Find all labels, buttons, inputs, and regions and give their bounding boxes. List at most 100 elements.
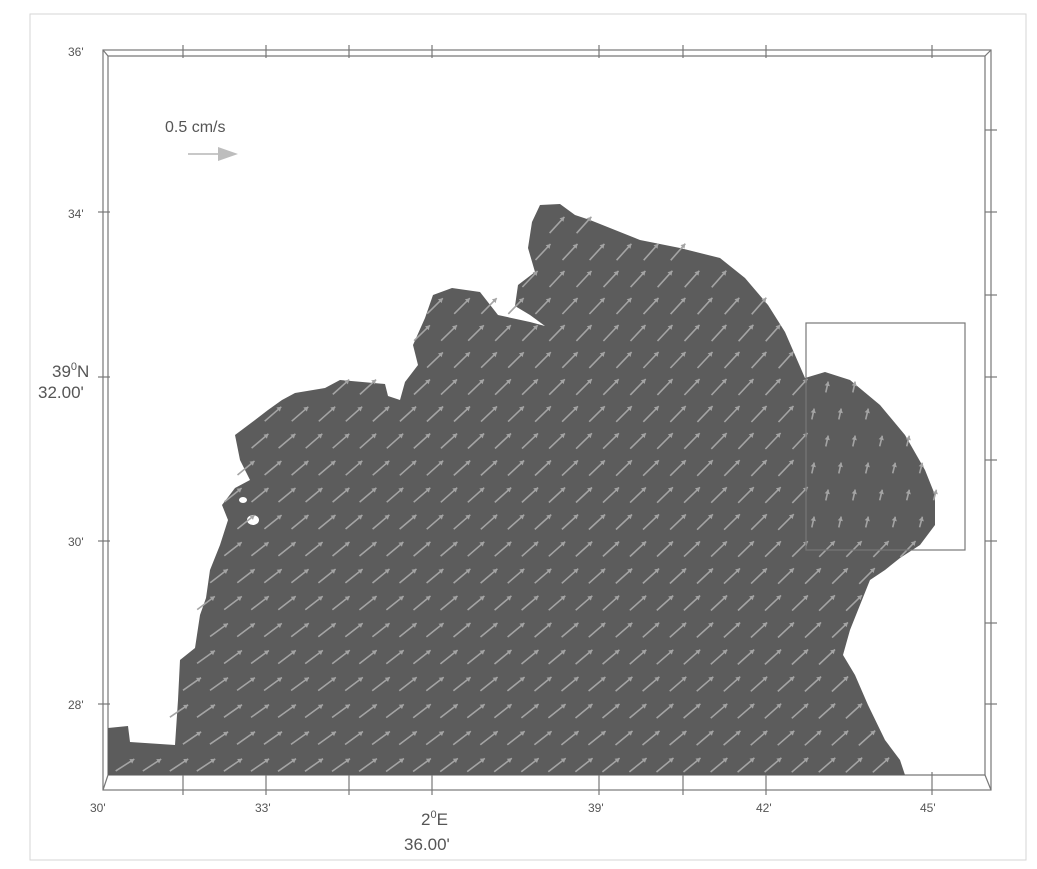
current-arrowhead <box>653 406 659 412</box>
current-arrowhead <box>857 595 862 601</box>
current-arrowhead <box>653 352 659 357</box>
current-arrowhead <box>425 325 430 331</box>
current-arrowhead <box>707 352 713 357</box>
current-arrowhead <box>492 677 498 682</box>
current-arrowhead <box>479 596 485 601</box>
current-arrowhead <box>843 676 849 682</box>
current-arrowhead <box>330 406 336 412</box>
current-arrowhead <box>438 406 444 412</box>
current-arrowhead <box>573 568 579 574</box>
current-arrowhead <box>627 460 632 466</box>
current-arrowhead <box>546 677 552 682</box>
current-arrowhead <box>776 703 782 709</box>
current-arrowhead <box>559 325 565 330</box>
current-arrowhead <box>627 676 633 682</box>
current-arrowhead <box>249 623 255 629</box>
current-arrowhead <box>640 433 646 439</box>
current-arrowhead <box>810 462 816 468</box>
current-arrowhead <box>586 325 592 330</box>
current-arrowhead <box>641 649 647 655</box>
current-arrowhead <box>681 622 687 628</box>
current-arrowhead <box>438 352 443 358</box>
scale-label: 0.5 cm/s <box>165 119 225 136</box>
current-arrowhead <box>437 298 443 304</box>
current-arrowhead <box>532 325 538 331</box>
current-arrowhead <box>438 623 444 628</box>
current-arrowhead <box>357 515 363 520</box>
current-arrowhead <box>344 433 350 439</box>
current-arrowhead <box>708 676 714 682</box>
current-arrowhead <box>707 460 713 466</box>
current-arrowhead <box>761 297 767 303</box>
current-arrowhead <box>842 568 848 574</box>
current-arrowhead <box>789 730 795 736</box>
current-arrowhead <box>330 569 336 574</box>
current-arrowhead <box>479 541 485 547</box>
current-arrowhead <box>357 623 363 628</box>
current-arrowhead <box>884 757 890 763</box>
current-arrowhead <box>829 541 835 547</box>
current-arrowhead <box>303 460 309 466</box>
current-arrowhead <box>864 462 870 468</box>
current-arrowhead <box>290 433 296 439</box>
current-arrowhead <box>465 623 471 628</box>
current-arrowhead <box>668 541 673 547</box>
current-arrowhead <box>276 515 282 520</box>
current-arrowhead <box>864 408 870 414</box>
current-arrowhead <box>878 489 884 495</box>
lon-tick-label: 30' <box>90 801 106 815</box>
current-arrowhead <box>653 297 659 303</box>
current-arrowhead <box>560 433 565 439</box>
current-arrowhead <box>479 758 485 764</box>
current-arrowhead <box>695 649 701 655</box>
current-arrowhead <box>653 243 659 249</box>
current-arrowhead <box>748 487 754 493</box>
current-arrowhead <box>384 731 390 737</box>
current-arrowhead <box>695 595 701 601</box>
current-arrowhead <box>735 622 741 628</box>
current-arrowhead <box>788 351 794 357</box>
current-arrowhead <box>830 649 835 655</box>
current-arrowhead <box>613 379 619 385</box>
current-arrowhead <box>748 433 754 438</box>
current-arrowhead <box>775 433 781 438</box>
lat-main-minutes: 32.00' <box>38 383 84 402</box>
current-arrowhead <box>371 433 377 439</box>
current-arrowhead <box>667 325 673 330</box>
current-arrowhead <box>599 406 605 412</box>
current-arrowhead <box>263 542 269 547</box>
lon-main-minutes: 36.00' <box>404 835 450 854</box>
current-arrowhead <box>452 704 458 709</box>
current-arrowhead <box>465 677 471 682</box>
current-arrowhead <box>614 758 620 763</box>
current-arrowhead <box>627 568 633 574</box>
current-arrowhead <box>344 379 350 385</box>
current-arrowhead <box>641 487 646 493</box>
current-arrowhead <box>614 704 620 709</box>
current-arrowhead <box>707 406 713 411</box>
current-arrowhead <box>546 568 552 574</box>
current-arrowhead <box>614 487 619 493</box>
current-arrowhead <box>263 596 269 601</box>
current-arrowhead <box>303 623 309 628</box>
current-arrowhead <box>330 623 336 628</box>
current-arrowhead <box>560 704 566 709</box>
current-arrowhead <box>479 487 485 493</box>
current-arrowhead <box>734 351 740 357</box>
current-arrowhead <box>668 649 674 655</box>
lat-tick-label: 30' <box>68 535 84 549</box>
current-arrowhead <box>640 379 646 384</box>
current-arrowhead <box>680 406 686 411</box>
current-arrowhead <box>816 730 822 736</box>
current-arrowhead <box>411 569 417 574</box>
current-arrowhead <box>641 704 647 709</box>
current-arrowhead <box>857 703 863 709</box>
current-arrowhead <box>371 650 377 655</box>
current-arrowhead <box>492 460 498 466</box>
current-arrowhead <box>398 596 404 601</box>
current-arrowhead <box>236 542 242 547</box>
current-arrowhead <box>559 216 565 222</box>
current-arrowhead <box>878 435 884 441</box>
current-arrowhead <box>411 514 417 520</box>
current-arrowhead <box>452 596 458 601</box>
